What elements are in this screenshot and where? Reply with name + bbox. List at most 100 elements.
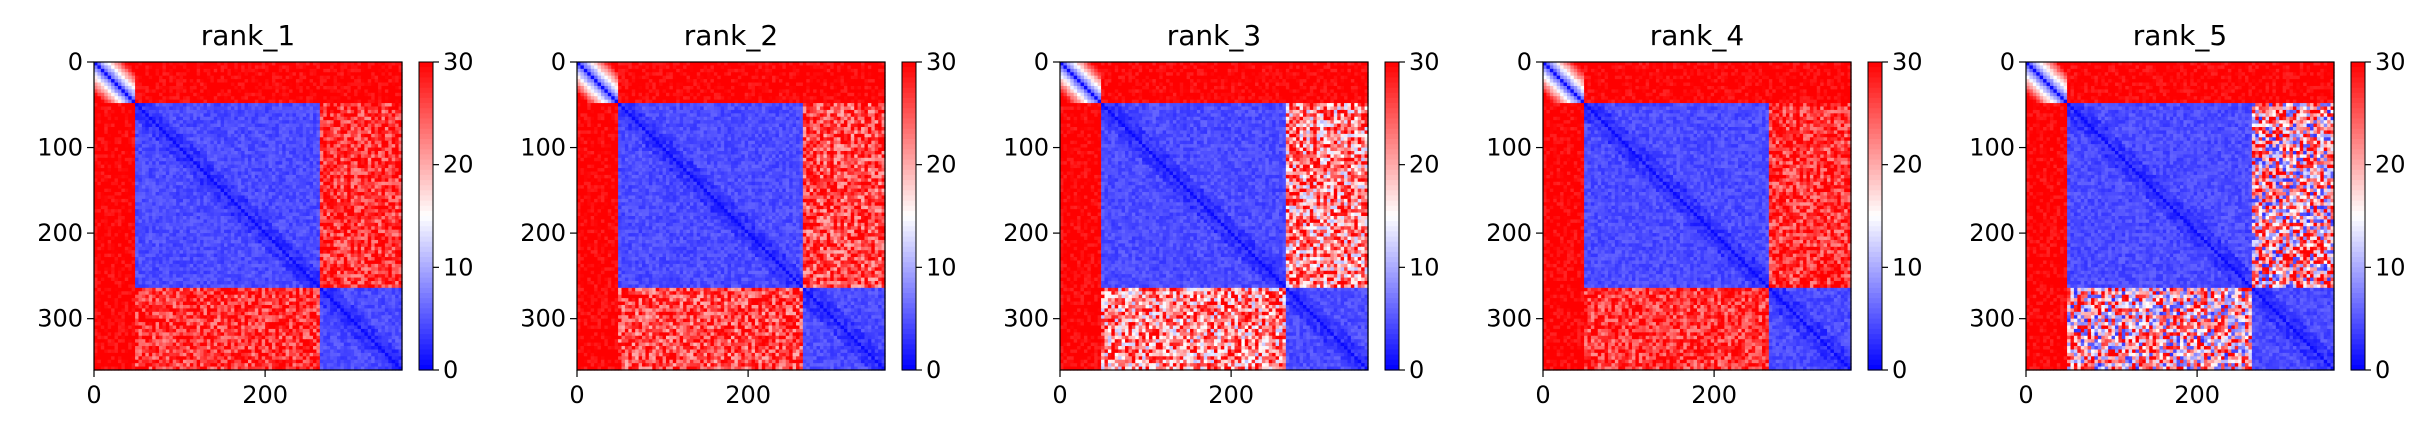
- heatmap-cell: [193, 100, 197, 104]
- heatmap-cell: [173, 113, 177, 117]
- heatmap-cell: [115, 100, 119, 104]
- heatmap-cell: [255, 113, 259, 117]
- heatmap-cell: [385, 72, 389, 76]
- heatmap-cell: [190, 110, 194, 114]
- heatmap-cell: [388, 120, 392, 124]
- heatmap-cell: [378, 76, 382, 80]
- heatmap-cell: [118, 89, 122, 93]
- heatmap-cell: [313, 72, 317, 76]
- heatmap-cell: [121, 127, 125, 131]
- heatmap-cell: [262, 148, 266, 152]
- heatmap-cell: [221, 141, 225, 145]
- heatmap-cell: [296, 117, 300, 121]
- heatmap-cell: [251, 65, 255, 69]
- heatmap-cell: [279, 62, 283, 66]
- heatmap-cell: [193, 76, 197, 80]
- heatmap-cell: [118, 103, 122, 107]
- heatmap-cell: [238, 148, 242, 152]
- heatmap-cell: [108, 83, 112, 87]
- heatmap-cell: [162, 76, 166, 80]
- heatmap-cell: [210, 117, 214, 121]
- heatmap-cell: [323, 96, 327, 100]
- heatmap-cell: [132, 65, 136, 69]
- heatmap-cell: [125, 65, 129, 69]
- heatmap-cell: [354, 117, 358, 121]
- heatmap-cell: [351, 103, 355, 107]
- heatmap-cell: [358, 65, 362, 69]
- heatmap-cell: [204, 103, 208, 107]
- heatmap-cell: [152, 69, 156, 73]
- heatmap-cell: [217, 89, 221, 93]
- heatmap-cell: [364, 62, 368, 66]
- heatmap-cell: [138, 141, 142, 145]
- heatmap-cell: [371, 79, 375, 83]
- heatmap-cell: [388, 137, 392, 141]
- heatmap-cell: [142, 100, 146, 104]
- heatmap-cell: [200, 76, 204, 80]
- heatmap-cell: [306, 83, 310, 87]
- heatmap-cell: [152, 76, 156, 80]
- heatmap-cell: [200, 141, 204, 145]
- heatmap-cell: [214, 89, 218, 93]
- heatmap-cell: [227, 65, 231, 69]
- heatmap-cell: [173, 69, 177, 73]
- heatmap-cell: [286, 69, 290, 73]
- heatmap-cell: [128, 83, 132, 87]
- heatmap-cell: [97, 89, 101, 93]
- heatmap-cell: [279, 124, 283, 128]
- heatmap-cell: [320, 86, 324, 90]
- heatmap-cell: [231, 130, 235, 134]
- heatmap-cell: [162, 93, 166, 97]
- heatmap-cell: [152, 106, 156, 110]
- heatmap-cell: [121, 62, 125, 66]
- heatmap-cell: [118, 79, 122, 83]
- heatmap-cell: [306, 76, 310, 80]
- heatmap-cell: [395, 96, 399, 100]
- heatmap-cell: [118, 69, 122, 73]
- heatmap-cell: [272, 148, 276, 152]
- heatmap-cell: [385, 100, 389, 104]
- heatmap-cell: [186, 127, 190, 131]
- heatmap-cell: [152, 72, 156, 76]
- heatmap-cell: [156, 86, 160, 90]
- heatmap-cell: [375, 106, 379, 110]
- heatmap-cell: [306, 100, 310, 104]
- heatmap-cell: [176, 93, 180, 97]
- heatmap-cell: [128, 72, 132, 76]
- heatmap-cell: [289, 62, 293, 66]
- heatmap-cell: [104, 93, 108, 97]
- heatmap-cell: [296, 103, 300, 107]
- heatmap-cell: [156, 141, 160, 145]
- heatmap-cell: [381, 110, 385, 114]
- heatmap-cell: [111, 62, 115, 66]
- heatmap-cell: [375, 127, 379, 131]
- heatmap-cell: [306, 89, 310, 93]
- heatmap-cell: [388, 96, 392, 100]
- heatmap-cell: [310, 79, 314, 83]
- heatmap-cell: [347, 110, 351, 114]
- heatmap-cell: [327, 62, 331, 66]
- heatmap-cell: [138, 148, 142, 152]
- heatmap-cell: [128, 76, 132, 80]
- heatmap-cell: [238, 134, 242, 138]
- heatmap-cell: [289, 76, 293, 80]
- heatmap-cell: [227, 151, 231, 155]
- heatmap-cell: [128, 89, 132, 93]
- heatmap-cell: [320, 127, 324, 131]
- heatmap-cell: [358, 100, 362, 104]
- heatmap-cell: [132, 103, 136, 107]
- heatmap-cell: [176, 79, 180, 83]
- heatmap-cell: [316, 124, 320, 128]
- heatmap-cell: [193, 110, 197, 114]
- heatmap-cell: [169, 65, 173, 69]
- heatmap-cell: [125, 124, 129, 128]
- heatmap-cell: [238, 76, 242, 80]
- heatmap-cell: [368, 100, 372, 104]
- heatmap-cell: [166, 83, 170, 87]
- heatmap-cell: [135, 65, 139, 69]
- heatmap-cell: [132, 127, 136, 131]
- heatmap-cell: [200, 117, 204, 121]
- heatmap-cell: [241, 76, 245, 80]
- heatmap-cell: [395, 110, 399, 114]
- heatmap-cell: [221, 117, 225, 121]
